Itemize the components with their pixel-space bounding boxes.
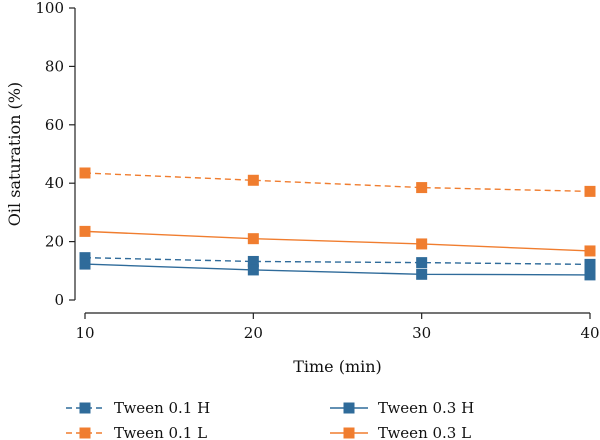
series-tween-0-1-h <box>79 252 596 270</box>
legend-label: Tween 0.3 L <box>378 424 471 440</box>
y-tick-label: 60 <box>45 116 64 134</box>
legend-item: Tween 0.3 H <box>330 399 474 417</box>
legend-item: Tween 0.1 L <box>66 424 207 440</box>
y-tick-label: 0 <box>54 291 64 309</box>
series-tween-0-3-l <box>79 225 596 257</box>
plot-area <box>79 167 596 281</box>
legend-marker <box>79 427 91 439</box>
data-point <box>584 258 596 270</box>
data-point <box>416 268 428 280</box>
data-point <box>79 258 91 270</box>
y-ticks: 0 20 40 60 80 100 <box>35 0 75 309</box>
data-point <box>584 185 596 197</box>
x-ticks: 10 20 30 40 <box>75 313 600 342</box>
legend-item: Tween 0.1 H <box>66 399 210 417</box>
data-point <box>79 252 91 264</box>
x-tick-label: 40 <box>580 324 599 342</box>
y-tick-label: 40 <box>45 174 64 192</box>
data-point <box>584 245 596 257</box>
data-point <box>416 182 428 194</box>
data-point <box>416 238 428 250</box>
legend: Tween 0.1 H Tween 0.3 H Tween 0.1 L Tween 0… <box>66 399 474 440</box>
y-tick-label: 100 <box>35 0 64 17</box>
data-point <box>584 269 596 281</box>
x-tick-label: 30 <box>412 324 431 342</box>
data-point <box>247 255 259 267</box>
data-point <box>416 257 428 269</box>
series-line <box>84 230 591 252</box>
axes: 0 20 40 60 80 100 10 20 30 40 <box>35 0 599 342</box>
legend-marker <box>343 402 355 414</box>
legend-marker <box>79 402 91 414</box>
data-point <box>79 225 91 237</box>
legend-label: Tween 0.3 H <box>378 399 474 417</box>
series-line <box>84 172 591 193</box>
data-point <box>79 167 91 179</box>
series-tween-0-3-h <box>79 258 596 281</box>
data-point <box>247 174 259 186</box>
legend-label: Tween 0.1 H <box>114 399 210 417</box>
x-axis-title: Time (min) <box>293 357 382 376</box>
series-line <box>84 256 591 266</box>
data-point <box>247 233 259 245</box>
legend-marker <box>343 427 355 439</box>
x-tick-label: 10 <box>75 324 94 342</box>
y-axis-title: Oil saturation (%) <box>5 82 24 226</box>
series-tween-0-1-l <box>79 167 596 197</box>
legend-item: Tween 0.3 L <box>330 424 471 440</box>
x-tick-label: 20 <box>244 324 263 342</box>
data-point <box>247 264 259 276</box>
y-tick-label: 20 <box>45 233 64 251</box>
series-line <box>84 263 591 276</box>
y-tick-label: 80 <box>45 57 64 75</box>
legend-label: Tween 0.1 L <box>114 424 207 440</box>
